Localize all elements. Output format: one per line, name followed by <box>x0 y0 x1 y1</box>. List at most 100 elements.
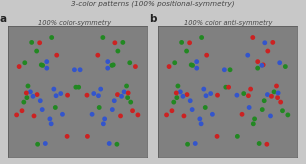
Point <box>97 106 102 109</box>
Point <box>21 101 26 103</box>
Point <box>175 85 180 87</box>
Point <box>189 64 194 66</box>
Text: a: a <box>0 14 6 24</box>
Point <box>29 41 34 44</box>
Point <box>127 62 132 64</box>
Point <box>34 50 39 52</box>
Point <box>234 94 239 96</box>
Point <box>170 109 174 112</box>
Point <box>98 88 103 90</box>
Point <box>17 65 22 68</box>
Point <box>259 64 264 67</box>
Point <box>194 60 199 63</box>
Point <box>185 143 190 145</box>
Point <box>85 135 90 138</box>
Point <box>128 101 133 103</box>
Point <box>107 142 112 145</box>
Point <box>39 64 44 66</box>
Point <box>248 88 253 90</box>
Point <box>115 93 120 96</box>
Point <box>49 123 54 125</box>
Point <box>190 64 195 67</box>
Point <box>197 118 202 120</box>
Point <box>102 118 107 120</box>
Point <box>22 62 27 64</box>
Point <box>277 62 282 64</box>
Point <box>51 88 56 90</box>
Point <box>257 142 262 145</box>
Point <box>90 113 95 116</box>
Point <box>111 64 116 66</box>
Point <box>264 143 269 145</box>
Point <box>190 108 195 111</box>
Point <box>126 92 131 94</box>
Point <box>260 108 265 111</box>
Point <box>105 60 110 63</box>
Point <box>251 123 256 125</box>
Point <box>120 41 125 44</box>
Point <box>78 68 83 71</box>
Point <box>285 114 290 116</box>
Text: b: b <box>149 14 156 24</box>
Point <box>240 113 244 116</box>
Point <box>268 115 273 117</box>
Point <box>265 50 270 52</box>
Point <box>276 92 281 94</box>
Point <box>114 143 119 145</box>
Point <box>124 85 129 87</box>
Point <box>164 114 169 116</box>
Point <box>105 67 110 70</box>
Point <box>265 93 270 96</box>
Point <box>185 93 189 96</box>
Point <box>28 91 33 93</box>
Point <box>275 96 280 99</box>
Point <box>181 95 185 98</box>
Point <box>32 115 36 117</box>
Point <box>269 95 274 98</box>
Point <box>133 65 138 68</box>
Point <box>76 86 81 89</box>
Text: 100% color anti-symmetry: 100% color anti-symmetry <box>184 20 272 26</box>
Point <box>250 36 255 39</box>
Point <box>255 60 260 63</box>
Point <box>174 92 179 94</box>
Point <box>203 106 208 109</box>
Point <box>228 68 233 71</box>
Point <box>122 91 127 93</box>
Point <box>274 85 279 87</box>
Point <box>280 109 285 112</box>
Point <box>44 60 49 63</box>
Point <box>118 115 123 117</box>
Point <box>199 123 203 125</box>
Point <box>110 64 114 67</box>
Point <box>65 135 69 138</box>
Point <box>252 118 257 120</box>
Point <box>193 142 198 145</box>
Point <box>278 101 283 103</box>
Point <box>91 92 96 95</box>
Point <box>40 64 45 67</box>
Point <box>119 95 124 98</box>
Point <box>110 108 115 111</box>
Text: 100% color-symmetry: 100% color-symmetry <box>39 20 111 26</box>
Point <box>115 50 120 52</box>
Point <box>199 36 204 39</box>
Text: 3-color patterns (100% positional-symmetry): 3-color patterns (100% positional-symmet… <box>71 1 235 7</box>
Point <box>172 62 177 64</box>
Point <box>136 114 140 116</box>
Point <box>112 99 117 102</box>
Point <box>35 93 39 96</box>
Point <box>40 108 45 111</box>
Point <box>65 94 70 96</box>
Point <box>20 109 24 112</box>
Point <box>179 41 184 44</box>
Point <box>171 101 176 103</box>
Point <box>241 92 246 95</box>
Point <box>25 85 30 87</box>
Point <box>167 65 172 68</box>
Point <box>54 54 59 56</box>
Point <box>35 143 40 145</box>
Point <box>272 91 277 93</box>
Point <box>235 135 240 138</box>
Point <box>246 94 251 97</box>
